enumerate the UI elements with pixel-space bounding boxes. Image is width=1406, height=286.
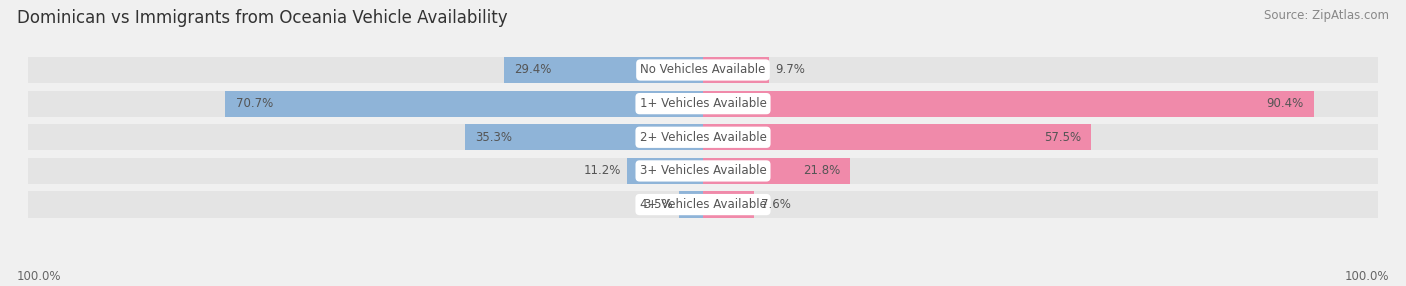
Text: 3+ Vehicles Available: 3+ Vehicles Available: [640, 164, 766, 177]
Bar: [703, 90, 1313, 117]
Text: 11.2%: 11.2%: [583, 164, 620, 177]
Text: 35.3%: 35.3%: [475, 131, 512, 144]
Bar: [28, 158, 703, 184]
Text: 57.5%: 57.5%: [1045, 131, 1081, 144]
Text: 21.8%: 21.8%: [803, 164, 841, 177]
Bar: [225, 90, 703, 117]
Bar: [703, 158, 1378, 184]
Bar: [703, 191, 1378, 218]
Bar: [28, 124, 703, 150]
Bar: [28, 57, 703, 83]
Bar: [703, 158, 851, 184]
Text: 1+ Vehicles Available: 1+ Vehicles Available: [640, 97, 766, 110]
Text: 7.6%: 7.6%: [761, 198, 792, 211]
Text: Dominican vs Immigrants from Oceania Vehicle Availability: Dominican vs Immigrants from Oceania Veh…: [17, 9, 508, 27]
Text: 100.0%: 100.0%: [17, 270, 62, 283]
Bar: [703, 57, 1378, 83]
Text: Source: ZipAtlas.com: Source: ZipAtlas.com: [1264, 9, 1389, 21]
Text: No Vehicles Available: No Vehicles Available: [640, 63, 766, 76]
Bar: [703, 90, 1378, 117]
Bar: [703, 124, 1378, 150]
Bar: [703, 57, 769, 83]
Bar: [703, 124, 1091, 150]
Text: 100.0%: 100.0%: [1344, 270, 1389, 283]
Bar: [703, 191, 755, 218]
Text: 2+ Vehicles Available: 2+ Vehicles Available: [640, 131, 766, 144]
Bar: [679, 191, 703, 218]
Bar: [28, 90, 703, 117]
Legend: Dominican, Immigrants from Oceania: Dominican, Immigrants from Oceania: [555, 283, 851, 286]
Text: 70.7%: 70.7%: [236, 97, 273, 110]
Text: 3.5%: 3.5%: [643, 198, 672, 211]
Bar: [505, 57, 703, 83]
Bar: [464, 124, 703, 150]
Text: 4+ Vehicles Available: 4+ Vehicles Available: [640, 198, 766, 211]
Bar: [627, 158, 703, 184]
Text: 9.7%: 9.7%: [775, 63, 806, 76]
Text: 90.4%: 90.4%: [1267, 97, 1303, 110]
Text: 29.4%: 29.4%: [515, 63, 553, 76]
Bar: [28, 191, 703, 218]
